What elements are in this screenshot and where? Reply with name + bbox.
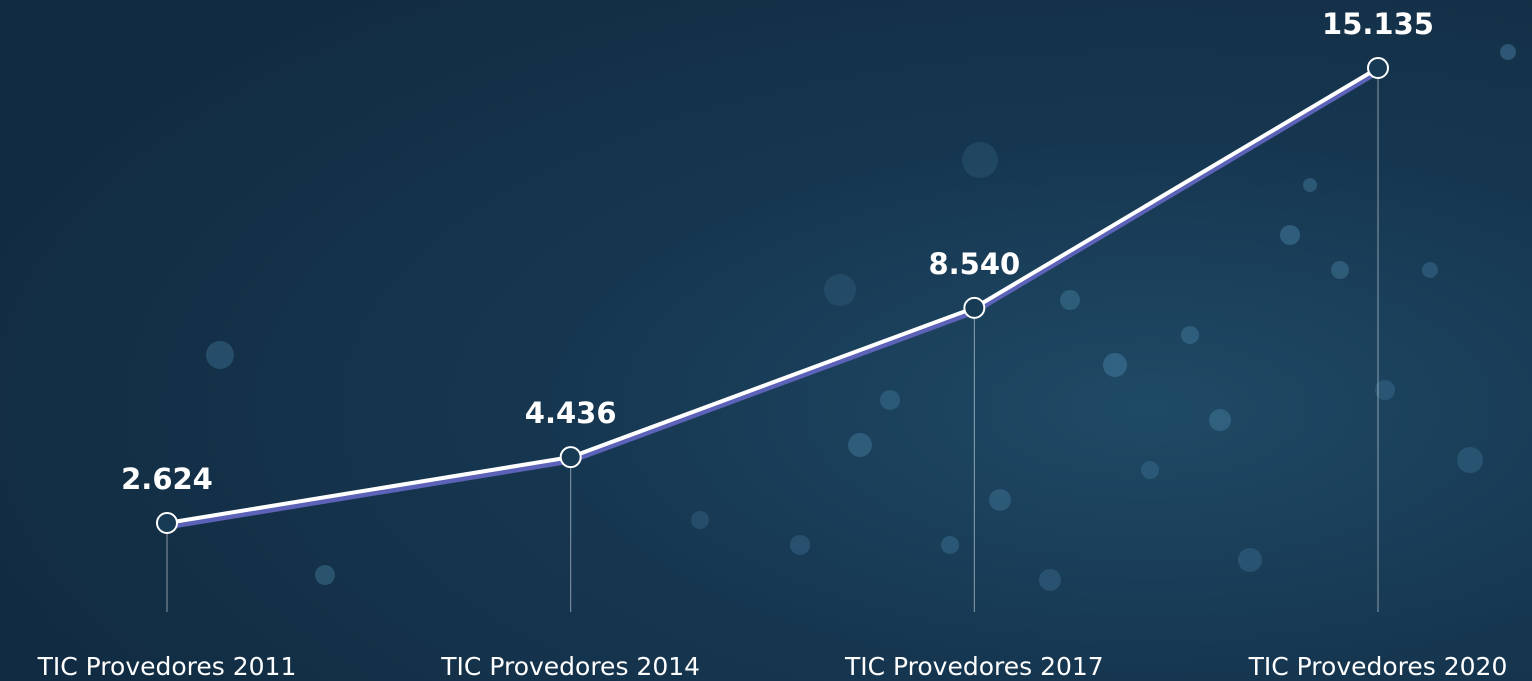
- value-label: 4.436: [525, 396, 617, 430]
- point: [1367, 57, 1389, 79]
- value-label: 15.135: [1322, 7, 1434, 41]
- point: [156, 512, 178, 534]
- x-tick-label: TIC Provedores 2017: [844, 652, 1104, 681]
- bokeh: [206, 44, 1516, 591]
- value-label: 8.540: [928, 247, 1020, 281]
- point: [963, 296, 986, 319]
- line-shadow: [166, 69, 1380, 530]
- x-tick-label: TIC Provedores 2011: [37, 652, 297, 681]
- point: [559, 446, 582, 469]
- x-tick-label: TIC Provedores 2020: [1248, 652, 1508, 681]
- value-label: 2.624: [121, 462, 213, 496]
- line: [166, 66, 1380, 525]
- x-tick-label: TIC Provedores 2014: [440, 652, 700, 681]
